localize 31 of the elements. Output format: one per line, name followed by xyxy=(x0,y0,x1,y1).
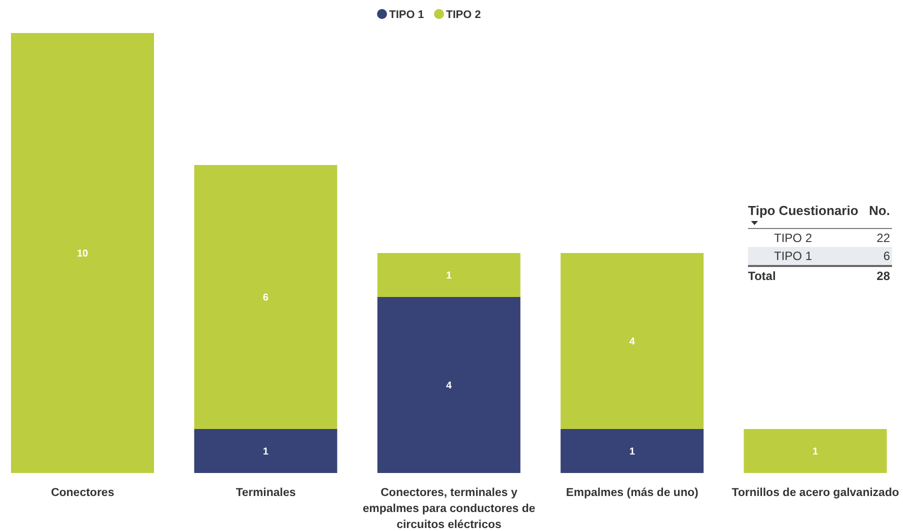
x-tick-label: Empalmes (más de uno) xyxy=(566,487,699,499)
annotation: TIPO 2 xyxy=(772,230,813,247)
annotation: 6 xyxy=(882,248,891,265)
data-label: 1 xyxy=(629,446,636,458)
bar xyxy=(560,253,704,429)
data-label: 4 xyxy=(446,380,452,392)
legend-label: TIPO 1 xyxy=(389,9,424,21)
annotation: Total xyxy=(748,268,776,285)
data-label: 4 xyxy=(629,336,636,348)
annotation: 28 xyxy=(876,268,891,285)
data-label: 6 xyxy=(262,292,269,304)
annotation: 22 xyxy=(876,230,891,247)
x-tick-label: Conectores xyxy=(50,487,114,499)
bar xyxy=(194,429,338,473)
x-tick-label: Tornillos de acero galvanizado xyxy=(732,487,900,499)
bar xyxy=(377,253,520,297)
data-label: 1 xyxy=(446,270,452,282)
annotation: TIPO 1 xyxy=(772,248,813,265)
bar xyxy=(11,33,154,473)
data-label: 1 xyxy=(262,446,269,458)
bar xyxy=(194,165,338,429)
annotation: No. xyxy=(869,202,891,220)
x-tick-label: Terminales xyxy=(236,487,296,499)
data-label: 10 xyxy=(76,248,88,260)
legend-label: TIPO 2 xyxy=(446,9,481,21)
bar xyxy=(377,297,520,473)
x-tick-label: Conectores, terminales y empalmes para conductores de circuitos eléctricos xyxy=(362,487,536,531)
annotation: Tipo Cuestionario xyxy=(748,202,858,220)
bar xyxy=(560,429,704,473)
bar xyxy=(744,429,887,473)
data-label: 1 xyxy=(812,446,819,458)
